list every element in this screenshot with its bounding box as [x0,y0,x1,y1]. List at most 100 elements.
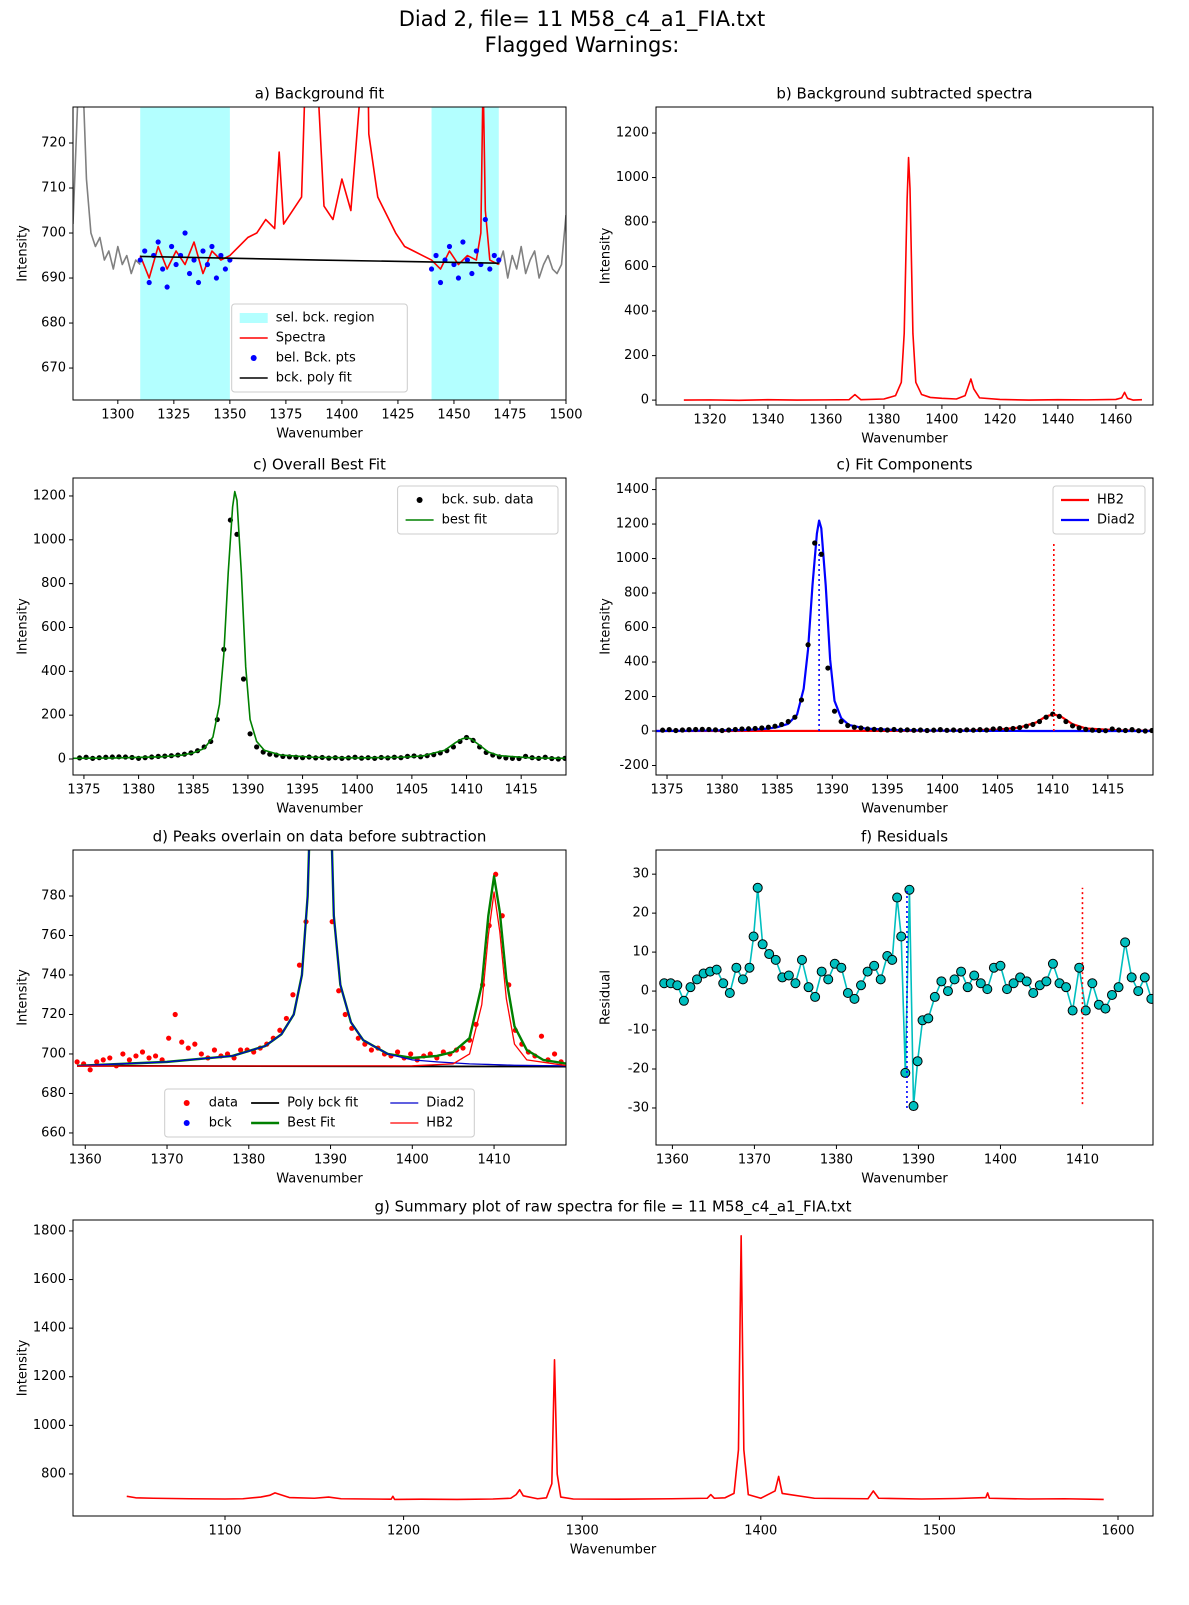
x-tick-label: 1380 [232,1153,265,1168]
data-point [739,726,745,732]
legend-label: HB2 [1097,493,1124,508]
y-tick-label: 0 [641,393,649,408]
data-point [1139,972,1150,983]
legend-label: data [209,1096,238,1111]
data-point [460,1045,466,1051]
data-point [900,1067,911,1078]
data-point [94,1059,100,1065]
data-point [748,931,759,942]
data-point [166,1035,172,1041]
data-point [133,1053,139,1059]
x-axis-label: Wavenumber [861,1172,948,1187]
data-point [783,970,794,981]
data-point [451,261,457,268]
y-tick-label: 800 [41,576,66,591]
plot-area [73,490,566,762]
y-tick-label: 780 [41,889,66,904]
data-point [1149,727,1153,734]
data-point [1083,726,1089,732]
data-point [1080,1005,1091,1016]
data-point [1096,727,1102,734]
data-point [74,1059,80,1065]
legend: data bck Poly bck fit Best Fit Diad2 HB2 [164,1088,475,1138]
data-point [204,261,211,268]
data-point [770,954,781,965]
data-point [887,954,898,965]
x-tick-label: 1340 [751,413,784,428]
x-tick-label: 1395 [286,783,319,798]
data-point [856,980,867,991]
data-point [816,966,827,977]
legend-swatch [183,1120,190,1126]
legend-box [164,1088,475,1138]
data-point [812,540,818,546]
data-point [296,962,303,968]
data-point [949,974,960,985]
x-tick-label: 1405 [981,783,1014,798]
x-axis-label: Wavenumber [276,802,363,817]
legend: HB2 Diad2 [1052,485,1146,535]
data-point [825,665,831,671]
x-tick-label: 1375 [269,408,302,423]
x-tick-label: 1390 [231,783,264,798]
data-point [442,257,448,263]
data-point [752,725,758,732]
data-point [765,724,772,730]
data-point [218,252,224,259]
data-point [173,261,179,268]
data-point [724,988,735,999]
data-point [706,726,712,733]
data-point [152,1053,159,1059]
legend-label: Best Fit [287,1116,335,1131]
data-point [446,243,453,250]
y-tick-label: 200 [624,689,649,704]
y-tick-label: 0 [58,751,66,766]
x-tick-label: 1395 [871,783,904,798]
data-point [950,727,957,733]
y-tick-label: -30 [628,1100,649,1115]
legend-box [231,303,408,393]
x-axis-label: Wavenumber [570,1543,657,1558]
x-tick-label: 1400 [325,408,358,423]
data-point [732,726,738,733]
data-point [869,960,880,971]
data-point [155,239,161,245]
y-tick-label: 680 [41,1086,66,1101]
x-tick-label: 1390 [816,783,849,798]
data-point [845,722,851,729]
axes-title: a) Background fit [255,85,385,103]
y-tick-label: 660 [41,1125,66,1140]
x-tick-label: 1410 [1036,783,1069,798]
x-tick-label: 1400 [926,783,959,798]
data-point [673,727,679,734]
y-tick-label: -10 [628,1023,649,1038]
data-point [908,1101,919,1112]
data-point [336,988,342,994]
data-point [290,992,296,998]
series-line [73,107,566,279]
figure-subtitle: Flagged Warnings: [485,33,680,57]
data-point [849,993,860,1004]
data-point [1142,728,1148,734]
legend-label: bck. poly fit [276,371,352,386]
y-tick-label: 800 [624,215,649,230]
legend-swatch [416,497,423,503]
data-point [186,270,193,277]
data-point [1116,727,1122,733]
data-point [686,727,692,733]
data-point [711,964,722,975]
y-tick-label: 600 [41,620,66,635]
data-point [482,216,488,223]
data-point [924,727,930,734]
y-tick-label: 740 [41,967,66,982]
data-point [368,1047,375,1053]
data-point [679,727,686,733]
data-point [464,257,470,263]
x-tick-label: 1405 [395,783,428,798]
data-point [1028,988,1039,999]
x-tick-label: 1440 [1041,413,1074,428]
axes-title: b) Background subtracted spectra [776,85,1032,103]
data-point [1126,972,1137,983]
legend-swatch [183,1100,190,1106]
data-point [428,266,435,272]
